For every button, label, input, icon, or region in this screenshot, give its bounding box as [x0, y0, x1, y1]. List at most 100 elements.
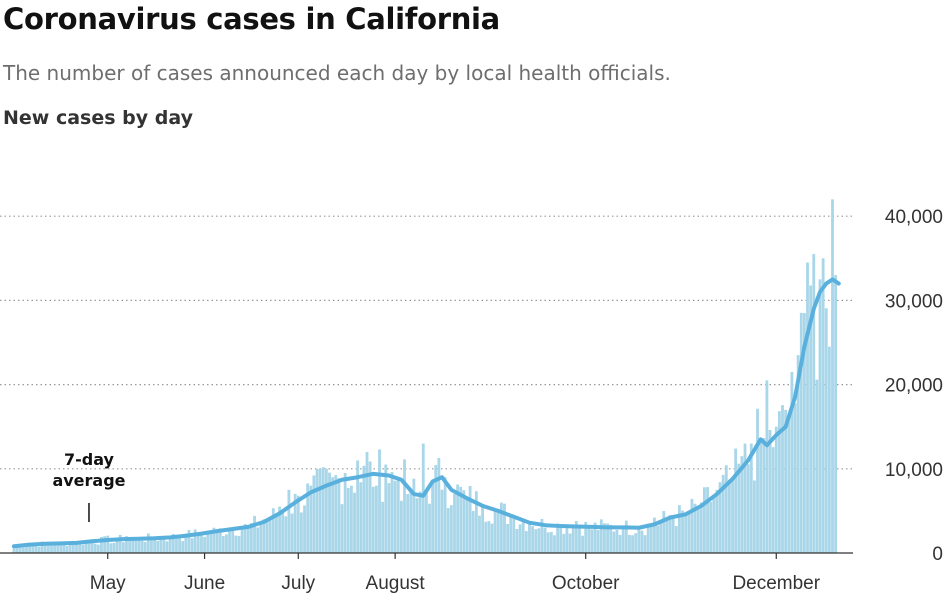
daily-case-bar — [656, 525, 659, 553]
daily-case-bar — [268, 519, 272, 553]
daily-case-bar — [68, 543, 72, 553]
daily-case-bar — [471, 511, 475, 553]
x-tick-label: December — [732, 573, 820, 594]
daily-case-bar — [459, 486, 463, 553]
daily-case-bar — [721, 474, 725, 553]
daily-case-bar — [253, 515, 256, 553]
daily-case-bar — [496, 510, 500, 553]
daily-case-bar — [784, 409, 788, 553]
daily-case-bar — [234, 535, 238, 553]
daily-case-bar — [699, 502, 703, 553]
daily-case-bar — [759, 439, 763, 553]
daily-case-bar — [353, 492, 356, 553]
daily-case-bar — [75, 543, 78, 553]
daily-case-bar — [668, 515, 672, 553]
daily-case-bar — [453, 494, 456, 553]
daily-case-bar — [240, 529, 244, 553]
daily-case-bar — [768, 430, 772, 553]
daily-case-bar — [584, 522, 588, 553]
daily-case-bar — [718, 482, 722, 553]
daily-case-bar — [209, 533, 213, 553]
daily-case-bar — [78, 541, 82, 553]
daily-case-bar — [225, 534, 228, 553]
daily-case-bar — [503, 503, 506, 553]
daily-case-bar — [203, 536, 206, 553]
daily-case-bar — [262, 519, 266, 553]
daily-case-bar — [462, 490, 466, 553]
chart-title: Coronavirus cases in California — [3, 2, 500, 36]
daily-case-bar — [106, 535, 110, 553]
daily-case-bar — [250, 523, 253, 553]
daily-case-bar — [318, 468, 322, 553]
daily-case-bar — [131, 538, 135, 553]
daily-case-bar — [178, 538, 181, 553]
daily-case-bar — [446, 508, 450, 553]
daily-case-bar — [706, 487, 709, 553]
daily-case-bar — [499, 502, 503, 553]
daily-case-bar — [737, 463, 741, 553]
daily-case-bar — [343, 473, 347, 553]
daily-case-bar — [53, 544, 57, 553]
daily-case-bar — [712, 496, 716, 553]
daily-case-bar — [134, 537, 138, 553]
daily-case-bar — [643, 535, 647, 553]
daily-case-bar — [478, 515, 481, 553]
daily-case-bar — [690, 498, 694, 553]
daily-case-bar — [231, 528, 235, 553]
daily-case-bar — [21, 547, 25, 553]
daily-case-bar — [618, 534, 622, 553]
daily-case-bar — [34, 544, 38, 553]
daily-case-bar — [431, 481, 435, 553]
daily-case-bar — [578, 528, 581, 553]
daily-case-bar — [87, 541, 91, 553]
chart-subtitle: The number of cases announced each day b… — [3, 61, 671, 85]
daily-case-bar — [574, 521, 578, 553]
daily-case-bar — [596, 530, 600, 553]
daily-case-bar — [559, 526, 563, 553]
daily-case-bar — [415, 498, 419, 553]
daily-case-bar — [359, 482, 363, 553]
daily-case-bar — [153, 537, 156, 553]
daily-case-bar — [509, 515, 513, 553]
daily-case-bar — [65, 546, 69, 553]
daily-case-bar — [140, 540, 144, 553]
daily-case-bar — [543, 527, 547, 553]
daily-case-bar — [81, 544, 85, 553]
daily-case-bar — [606, 523, 609, 553]
daily-case-bar — [515, 528, 519, 553]
daily-case-bar — [793, 403, 797, 553]
daily-case-bar — [481, 504, 485, 553]
daily-case-bar — [818, 279, 822, 553]
daily-case-bar — [671, 518, 675, 553]
daily-case-bar — [827, 346, 831, 553]
gridlines — [0, 215, 853, 470]
daily-case-bar — [753, 480, 756, 553]
daily-case-bar — [28, 545, 32, 553]
daily-case-bar — [312, 475, 316, 553]
daily-case-bar — [777, 411, 781, 553]
daily-case-bar — [746, 464, 750, 553]
daily-case-bar — [609, 524, 613, 553]
daily-case-bar — [437, 457, 441, 553]
daily-case-bar — [100, 537, 103, 553]
daily-case-bar — [662, 511, 666, 553]
daily-case-bar — [112, 542, 116, 553]
y-tick-label: 20,000 — [885, 376, 943, 397]
daily-case-bar — [421, 443, 425, 553]
daily-case-bar — [315, 468, 319, 553]
daily-case-bar — [175, 538, 178, 553]
daily-case-bar — [653, 517, 656, 553]
daily-case-bar — [581, 535, 584, 553]
daily-case-bar — [296, 495, 300, 553]
daily-case-bar — [125, 536, 128, 553]
daily-case-bar — [325, 468, 328, 553]
daily-case-bar — [665, 518, 669, 553]
daily-case-bar — [521, 520, 525, 553]
daily-case-bar — [340, 504, 344, 553]
daily-case-bar — [553, 535, 556, 553]
annotation-seven-day-average: 7-day average — [52, 450, 126, 522]
daily-case-bar — [490, 523, 494, 553]
daily-case-bar — [287, 489, 291, 553]
daily-case-bar — [128, 539, 131, 553]
